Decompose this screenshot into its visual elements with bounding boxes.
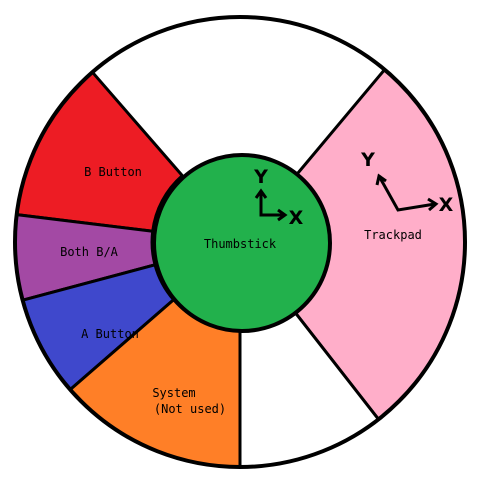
thumbstick-x-arrowhead [277,208,288,222]
thumbstick-label: Thumbstick [204,237,277,251]
trackpad-y-arrowhead [375,173,387,186]
b-button-label: B Button [84,165,142,179]
a-button-label: A Button [81,327,139,341]
thumbstick-circle [152,153,332,333]
trackpad-axes-icon: Y X [360,149,454,216]
trackpad-label: Trackpad [364,228,422,242]
trackpad-axes-lines [377,175,436,212]
both-ba-label: Both B/A [60,245,119,259]
thumbstick-y-label: Y [253,166,268,188]
thumbstick-axes-icon: Y X [253,166,304,229]
thumbstick-y-arrowhead [254,188,268,199]
thumbstick-x-label: X [289,207,304,229]
thumbstick-axes-lines [259,192,285,217]
trackpad-x-arrowhead [427,197,439,212]
system-label-line1: System [152,386,195,400]
system-label-line2: (Not used) [154,402,226,416]
trackpad-y-label: Y [360,149,375,171]
trackpad-x-label: X [439,194,454,216]
outer-border [13,15,467,469]
